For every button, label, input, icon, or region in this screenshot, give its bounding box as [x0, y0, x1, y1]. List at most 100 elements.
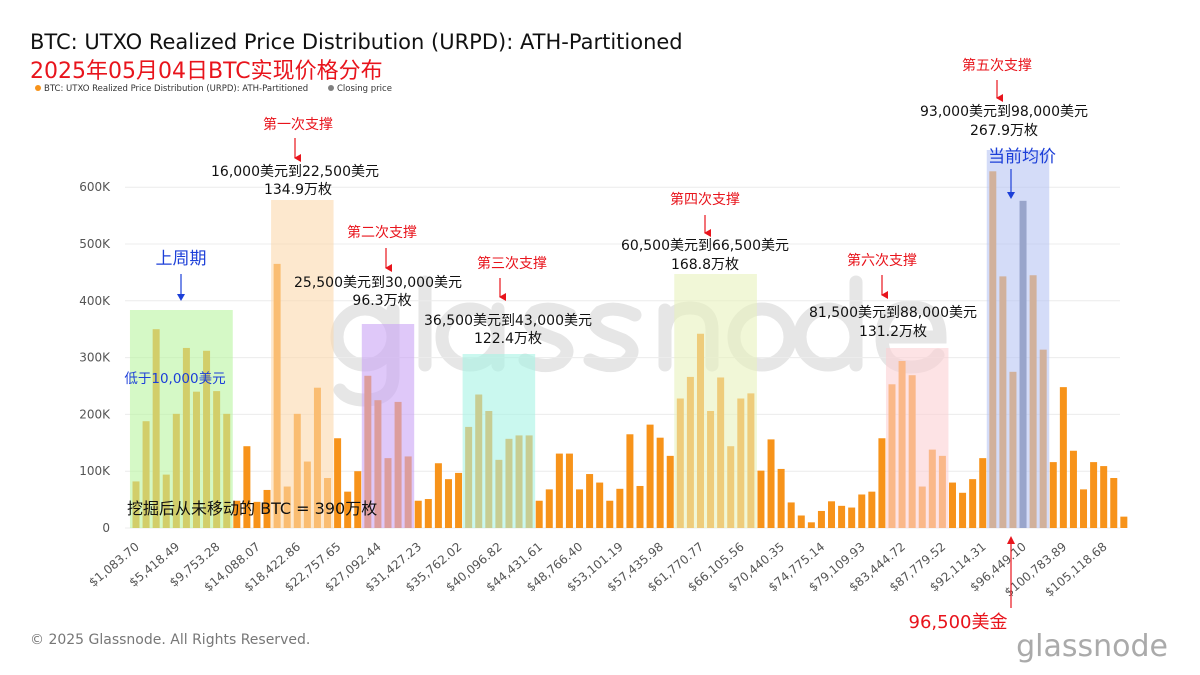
- chart-title: BTC: UTXO Realized Price Distribution (U…: [30, 30, 683, 54]
- svg-text:60,500美元到66,500美元: 60,500美元到66,500美元: [621, 238, 789, 254]
- svg-text:第二次支撑: 第二次支撑: [347, 224, 417, 241]
- annotation-support-1: 第一次支撑 16,000美元到22,500美元 134.9万枚: [211, 116, 379, 198]
- y-axis: 0 100K 200K 300K 400K 500K 600K: [79, 180, 111, 535]
- footer-logo[interactable]: glassnode: [1016, 629, 1168, 664]
- urpd-bar[interactable]: [545, 489, 553, 528]
- svg-text:168.8万枚: 168.8万枚: [671, 257, 739, 273]
- urpd-bar[interactable]: [959, 492, 967, 528]
- urpd-bar[interactable]: [868, 491, 876, 528]
- urpd-bar[interactable]: [787, 502, 795, 528]
- urpd-bar[interactable]: [1049, 462, 1057, 528]
- legend: BTC: UTXO Realized Price Distribution (U…: [35, 84, 392, 94]
- urpd-bar[interactable]: [807, 522, 815, 528]
- urpd-bar[interactable]: [948, 482, 956, 528]
- y-tick-label: 0: [102, 521, 110, 535]
- urpd-bar[interactable]: [606, 500, 614, 528]
- urpd-bar[interactable]: [233, 500, 241, 528]
- chart-subtitle: 2025年05月04日BTC实现价格分布: [30, 59, 383, 84]
- urpd-bar[interactable]: [344, 491, 352, 528]
- urpd-bar[interactable]: [424, 499, 432, 528]
- svg-text:96,500美金: 96,500美金: [909, 612, 1008, 633]
- annotation-support-3: 第三次支撑 36,500美元到43,000美元 122.4万枚: [424, 255, 592, 347]
- highlight-band: [462, 354, 536, 528]
- urpd-bar[interactable]: [757, 470, 765, 528]
- annotation-price-marker: 96,500美金: [909, 536, 1015, 633]
- urpd-bar[interactable]: [1110, 478, 1118, 528]
- urpd-bar[interactable]: [817, 510, 825, 528]
- urpd-bar[interactable]: [666, 455, 674, 528]
- svg-text:93,000美元到98,000美元: 93,000美元到98,000美元: [920, 104, 1088, 120]
- highlight-bands: [129, 150, 1050, 528]
- svg-text:第四次支撑: 第四次支撑: [670, 191, 740, 208]
- highlight-band: [986, 150, 1050, 528]
- svg-text:25,500美元到30,000美元: 25,500美元到30,000美元: [294, 275, 462, 291]
- urpd-bar[interactable]: [858, 494, 866, 528]
- svg-text:134.9万枚: 134.9万枚: [264, 182, 332, 198]
- urpd-bar[interactable]: [1059, 387, 1067, 528]
- urpd-bar[interactable]: [535, 500, 543, 528]
- legend-label-urpd[interactable]: BTC: UTXO Realized Price Distribution (U…: [44, 84, 308, 94]
- urpd-bar[interactable]: [414, 500, 422, 528]
- urpd-bar[interactable]: [656, 437, 664, 528]
- urpd-bar[interactable]: [1090, 462, 1098, 528]
- urpd-bar[interactable]: [828, 501, 836, 528]
- highlight-band: [361, 324, 415, 528]
- svg-text:16,000美元到22,500美元: 16,000美元到22,500美元: [211, 164, 379, 180]
- urpd-bar[interactable]: [878, 438, 886, 528]
- urpd-bar[interactable]: [616, 488, 624, 528]
- svg-text:上周期: 上周期: [156, 249, 207, 269]
- urpd-bar[interactable]: [444, 479, 452, 528]
- urpd-bar[interactable]: [576, 489, 584, 528]
- highlight-band: [885, 348, 949, 528]
- urpd-bar[interactable]: [979, 458, 987, 528]
- y-tick-label: 500K: [79, 237, 111, 251]
- urpd-bar[interactable]: [1069, 450, 1077, 528]
- annotation-previous-cycle: 上周期 低于10,000美元: [124, 249, 225, 387]
- svg-text:36,500美元到43,000美元: 36,500美元到43,000美元: [424, 313, 592, 329]
- y-tick-label: 600K: [79, 180, 111, 194]
- svg-text:122.4万枚: 122.4万枚: [474, 331, 542, 347]
- urpd-bar[interactable]: [626, 434, 634, 528]
- urpd-bar[interactable]: [434, 463, 442, 528]
- svg-text:当前均价: 当前均价: [988, 147, 1056, 167]
- urpd-bar[interactable]: [767, 439, 775, 528]
- urpd-bar[interactable]: [1100, 466, 1108, 528]
- footer-copyright: © 2025 Glassnode. All Rights Reserved.: [30, 632, 310, 648]
- svg-text:第一次支撑: 第一次支撑: [263, 116, 333, 133]
- urpd-bar[interactable]: [848, 507, 856, 528]
- urpd-bar[interactable]: [565, 453, 573, 528]
- annotation-current-average: 当前均价: [988, 147, 1056, 199]
- y-tick-label: 300K: [79, 351, 111, 365]
- svg-text:第六次支撑: 第六次支撑: [847, 252, 917, 269]
- urpd-bar[interactable]: [253, 501, 261, 528]
- urpd-bar[interactable]: [586, 474, 594, 528]
- annotation-support-2: 第二次支撑 25,500美元到30,000美元 96.3万枚: [294, 224, 462, 309]
- legend-label-closing[interactable]: Closing price: [337, 84, 392, 94]
- urpd-bar[interactable]: [797, 515, 805, 528]
- annotation-never-moved: 挖掘后从未移动的 BTC = 390万枚: [127, 499, 377, 518]
- svg-text:267.9万枚: 267.9万枚: [970, 123, 1038, 139]
- legend-marker-urpd: [35, 85, 41, 91]
- svg-text:低于10,000美元: 低于10,000美元: [124, 371, 225, 387]
- urpd-bar[interactable]: [243, 446, 251, 528]
- urpd-bar[interactable]: [646, 424, 654, 528]
- urpd-bar[interactable]: [334, 438, 342, 528]
- urpd-bar[interactable]: [969, 479, 977, 528]
- urpd-bar[interactable]: [777, 468, 785, 528]
- y-tick-label: 400K: [79, 294, 111, 308]
- svg-text:81,500美元到88,000美元: 81,500美元到88,000美元: [809, 305, 977, 321]
- svg-text:第五次支撑: 第五次支撑: [962, 57, 1032, 74]
- highlight-band: [271, 200, 334, 528]
- highlight-band: [674, 274, 757, 528]
- urpd-bar[interactable]: [596, 482, 604, 528]
- urpd-bar[interactable]: [636, 485, 644, 528]
- urpd-bar[interactable]: [555, 453, 563, 528]
- urpd-bar[interactable]: [263, 489, 271, 528]
- y-tick-label: 100K: [79, 464, 111, 478]
- urpd-bar[interactable]: [838, 505, 846, 528]
- highlight-band: [129, 310, 233, 528]
- urpd-bar[interactable]: [455, 472, 463, 528]
- urpd-bar[interactable]: [1120, 516, 1128, 528]
- urpd-bar[interactable]: [354, 471, 362, 528]
- urpd-bar[interactable]: [1080, 489, 1088, 528]
